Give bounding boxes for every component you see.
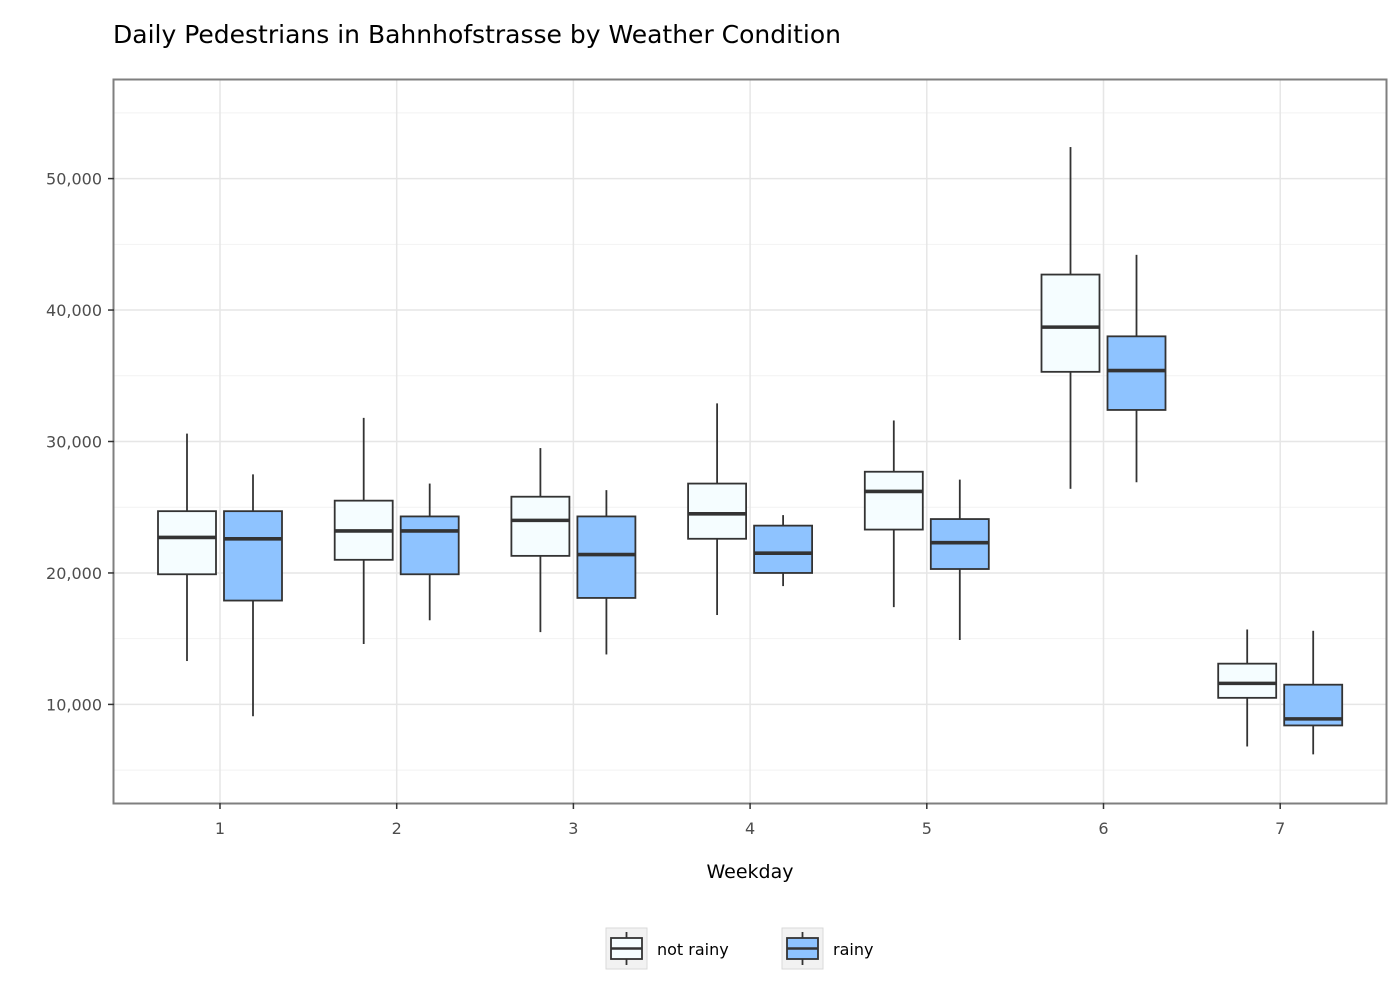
y-tick-label: 20,000 [46, 564, 102, 583]
box-group [753, 515, 813, 587]
legend-label: rainy [833, 940, 873, 959]
box-group [1040, 147, 1101, 489]
box [157, 510, 217, 576]
legend-label: not rainy [657, 940, 729, 959]
box-group [687, 403, 747, 616]
legend: not rainy rainy [605, 927, 873, 970]
grid [114, 80, 1386, 803]
box-group [929, 479, 990, 640]
box-group [510, 448, 571, 633]
x-tick-label: 3 [568, 819, 578, 838]
box [399, 515, 460, 576]
box-group [157, 433, 217, 662]
box [223, 510, 283, 602]
box-group [223, 474, 283, 717]
y-tick-label: 10,000 [46, 695, 102, 714]
box-group [576, 490, 637, 655]
box-group [863, 420, 924, 608]
axes: 10,000 20,000 30,000 40,000 50,000 1 2 3 4 5 6 7 [46, 170, 1285, 838]
boxes [157, 147, 1344, 755]
box [510, 495, 571, 557]
box-group [333, 417, 394, 644]
box [1106, 335, 1167, 411]
box [753, 524, 813, 574]
y-tick-label: 50,000 [46, 170, 102, 189]
x-tick-label: 1 [215, 819, 225, 838]
box-group [1106, 254, 1167, 483]
legend-item: rainy [781, 927, 873, 970]
box [1217, 662, 1278, 699]
x-tick-label: 7 [1275, 819, 1285, 838]
chart-title: Daily Pedestrians in Bahnhofstrasse by W… [113, 20, 841, 49]
x-tick-label: 5 [922, 819, 932, 838]
box [576, 515, 637, 599]
box [687, 482, 747, 540]
x-tick-label: 6 [1098, 819, 1108, 838]
y-tick-label: 40,000 [46, 301, 102, 320]
x-tick-label: 4 [745, 819, 755, 838]
box-group [1283, 630, 1344, 755]
x-axis-title: Weekday [706, 861, 793, 883]
box-group [1217, 629, 1278, 747]
box [863, 470, 924, 531]
x-tick-label: 2 [392, 819, 402, 838]
box-group [399, 483, 460, 621]
box [1040, 273, 1101, 373]
legend-item: not rainy [605, 927, 729, 970]
y-tick-label: 30,000 [46, 433, 102, 452]
